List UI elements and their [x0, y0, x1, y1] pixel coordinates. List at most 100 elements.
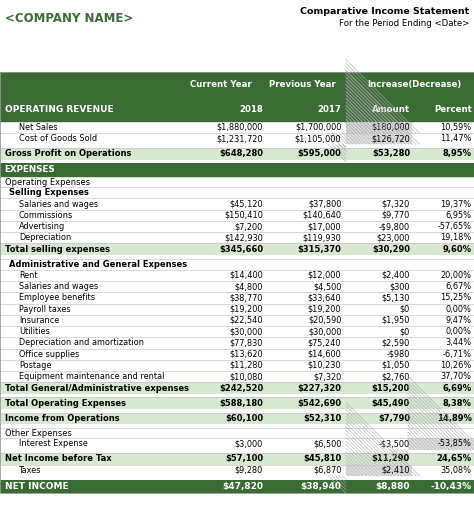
- Bar: [0, 465, 474, 476]
- Text: $345,660: $345,660: [219, 245, 263, 254]
- Text: $11,280: $11,280: [229, 361, 263, 370]
- Text: 19,37%: 19,37%: [440, 200, 472, 209]
- Text: 9,60%: 9,60%: [443, 245, 472, 254]
- Text: Income from Operations: Income from Operations: [5, 414, 119, 423]
- Text: $77,830: $77,830: [230, 338, 263, 347]
- Text: 15,25%: 15,25%: [440, 293, 472, 302]
- Text: -10,43%: -10,43%: [430, 482, 472, 491]
- Text: $45,810: $45,810: [303, 454, 341, 463]
- Text: $7,320: $7,320: [313, 372, 341, 381]
- Bar: [0, 270, 474, 281]
- Text: $10,080: $10,080: [229, 372, 263, 381]
- Text: Taxes: Taxes: [19, 466, 41, 475]
- Text: $180,000: $180,000: [372, 123, 410, 132]
- Text: 8,95%: 8,95%: [443, 149, 472, 158]
- Text: $1,105,000: $1,105,000: [295, 134, 341, 143]
- Text: $2,410: $2,410: [382, 466, 410, 475]
- Text: $140,640: $140,640: [302, 211, 341, 220]
- Text: $7,790: $7,790: [378, 414, 410, 423]
- Text: $227,320: $227,320: [297, 383, 341, 393]
- Text: $7,320: $7,320: [382, 200, 410, 209]
- Text: Advertising: Advertising: [19, 222, 65, 231]
- Text: $11,290: $11,290: [372, 454, 410, 463]
- Text: Percent: Percent: [434, 105, 472, 114]
- Text: Amount: Amount: [372, 105, 410, 114]
- Text: $242,520: $242,520: [219, 383, 263, 393]
- Bar: [408, 438, 474, 450]
- Bar: [0, 292, 474, 303]
- Text: Current Year: Current Year: [190, 79, 251, 89]
- Text: -6,71%: -6,71%: [443, 350, 472, 359]
- Text: -$3,500: -$3,500: [379, 439, 410, 448]
- Text: $1,050: $1,050: [382, 361, 410, 370]
- Text: Salaries and wages: Salaries and wages: [19, 282, 98, 291]
- Text: 6,95%: 6,95%: [446, 211, 472, 220]
- Text: Increase(Decrease): Increase(Decrease): [368, 79, 462, 89]
- Text: NET INCOME: NET INCOME: [5, 482, 68, 491]
- Text: $38,770: $38,770: [230, 293, 263, 302]
- Text: Administrative and General Expenses: Administrative and General Expenses: [9, 260, 188, 269]
- Text: Total General/Administrative expenses: Total General/Administrative expenses: [5, 383, 189, 393]
- Text: 0,00%: 0,00%: [446, 327, 472, 336]
- Text: 0,00%: 0,00%: [446, 305, 472, 314]
- Text: Insurance: Insurance: [19, 316, 59, 325]
- Bar: [0, 177, 474, 187]
- Bar: [0, 453, 474, 465]
- Text: $3,000: $3,000: [235, 439, 263, 448]
- Bar: [0, 413, 474, 424]
- Text: $1,950: $1,950: [382, 316, 410, 325]
- Bar: [0, 148, 474, 160]
- Text: For the Period Ending <Date>: For the Period Ending <Date>: [339, 19, 469, 28]
- Text: 9,47%: 9,47%: [446, 316, 472, 325]
- Text: Selling Expenses: Selling Expenses: [9, 188, 90, 197]
- Text: Depreciation and amortization: Depreciation and amortization: [19, 338, 144, 347]
- Text: Office supplies: Office supplies: [19, 350, 79, 359]
- Bar: [0, 438, 474, 450]
- Text: $47,820: $47,820: [222, 482, 263, 491]
- Text: Operating Expenses: Operating Expenses: [5, 177, 90, 187]
- Bar: [0, 221, 474, 232]
- Text: $119,930: $119,930: [302, 233, 341, 242]
- Text: Previous Year: Previous Year: [269, 79, 335, 89]
- Text: -53,85%: -53,85%: [438, 439, 472, 448]
- Bar: [0, 371, 474, 382]
- Bar: [0, 210, 474, 221]
- Text: $2,590: $2,590: [382, 338, 410, 347]
- Bar: [0, 360, 474, 371]
- Text: $9,280: $9,280: [235, 466, 263, 475]
- Text: $75,240: $75,240: [308, 338, 341, 347]
- Text: $0: $0: [400, 305, 410, 314]
- Text: $5,130: $5,130: [382, 293, 410, 302]
- Text: -57,65%: -57,65%: [438, 222, 472, 231]
- Text: $595,000: $595,000: [297, 149, 341, 158]
- Text: Total selling expenses: Total selling expenses: [5, 245, 110, 254]
- Bar: [346, 465, 412, 476]
- Bar: [0, 397, 474, 409]
- Bar: [346, 122, 412, 133]
- Text: $0: $0: [400, 327, 410, 336]
- Bar: [0, 163, 474, 177]
- Text: $315,370: $315,370: [297, 245, 341, 254]
- Text: $38,940: $38,940: [301, 482, 341, 491]
- Text: $17,000: $17,000: [308, 222, 341, 231]
- Text: $9,770: $9,770: [382, 211, 410, 220]
- Text: $6,500: $6,500: [313, 439, 341, 448]
- Text: $2,400: $2,400: [382, 271, 410, 280]
- Text: Commissions: Commissions: [19, 211, 73, 220]
- Bar: [0, 326, 474, 337]
- Text: $6,870: $6,870: [313, 466, 341, 475]
- Text: $8,880: $8,880: [375, 482, 410, 491]
- Text: $57,100: $57,100: [225, 454, 263, 463]
- Text: $588,180: $588,180: [219, 399, 263, 408]
- Text: Salaries and wages: Salaries and wages: [19, 200, 98, 209]
- Text: 6,69%: 6,69%: [443, 383, 472, 393]
- Bar: [0, 122, 474, 493]
- Text: $542,690: $542,690: [297, 399, 341, 408]
- Text: $30,000: $30,000: [230, 327, 263, 336]
- Text: $300: $300: [390, 282, 410, 291]
- Text: OPERATING REVENUE: OPERATING REVENUE: [5, 105, 113, 114]
- Text: Net Sales: Net Sales: [19, 123, 57, 132]
- Bar: [0, 480, 474, 493]
- Bar: [0, 428, 474, 438]
- Text: $23,000: $23,000: [377, 233, 410, 242]
